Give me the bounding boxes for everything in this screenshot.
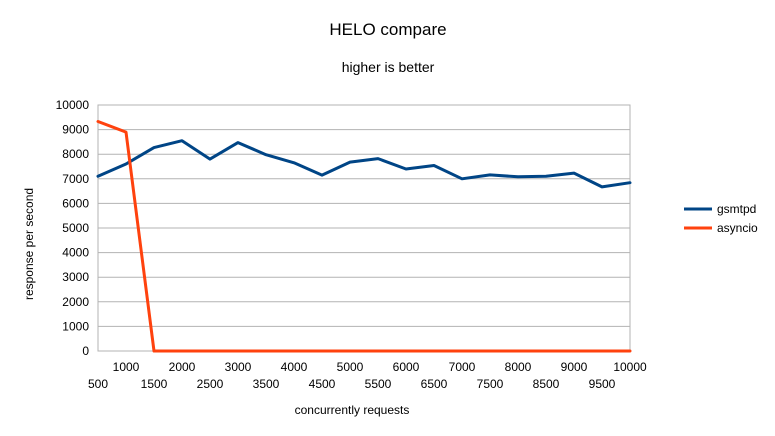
x-tick-label: 500 [88,377,108,391]
y-tick-labels: 0 1000 2000 3000 4000 5000 6000 7000 8000 9000 100… [56,98,90,358]
x-tick-label: 1000 [113,360,140,374]
x-tick-label: 7000 [449,360,476,374]
chart-title: HELO compare [329,20,446,39]
x-tick-label: 2500 [197,377,224,391]
y-tick-label: 8000 [62,147,89,161]
y-axis-label: response per second [22,188,36,300]
x-tick-label: 1500 [141,377,168,391]
x-tick-label: 10000 [613,360,647,374]
x-tick-label: 8000 [505,360,532,374]
x-tick-label: 9500 [589,377,616,391]
y-tick-label: 6000 [62,196,89,210]
x-tick-label: 9000 [561,360,588,374]
x-tick-labels: 500 1000150020002500300035004000450050005… [88,360,647,391]
series-line-asyncio [96,120,632,353]
x-tick-label: 6500 [421,377,448,391]
x-tick-label: 4500 [309,377,336,391]
series-line-gsmtpd [96,139,632,189]
x-tick-label: 5500 [365,377,392,391]
x-tick-label: 6000 [393,360,420,374]
x-tick-label: 8500 [533,377,560,391]
y-tick-label: 1000 [62,319,89,333]
y-tick-label: 10000 [56,98,90,112]
chart-subtitle: higher is better [342,59,435,75]
y-tick-label: 7000 [62,172,89,186]
x-tick-label: 7500 [477,377,504,391]
y-tick-label: 4000 [62,246,89,260]
x-tick-label: 3000 [225,360,252,374]
legend-label-gsmtpd: gsmtpd [717,202,756,216]
x-tick-label: 4000 [281,360,308,374]
y-tick-label: 2000 [62,295,89,309]
legend: gsmtpd asyncio [684,202,758,235]
series-lines [96,120,632,353]
legend-label-asyncio: asyncio [717,221,758,235]
y-tick-label: 3000 [62,270,89,284]
y-tick-label: 9000 [62,123,89,137]
x-tick-label: 3500 [253,377,280,391]
x-tick-label: 2000 [169,360,196,374]
y-tick-label: 0 [82,344,89,358]
x-axis-label: concurrently requests [295,403,410,417]
y-tick-label: 5000 [62,221,89,235]
x-tick-label: 5000 [337,360,364,374]
